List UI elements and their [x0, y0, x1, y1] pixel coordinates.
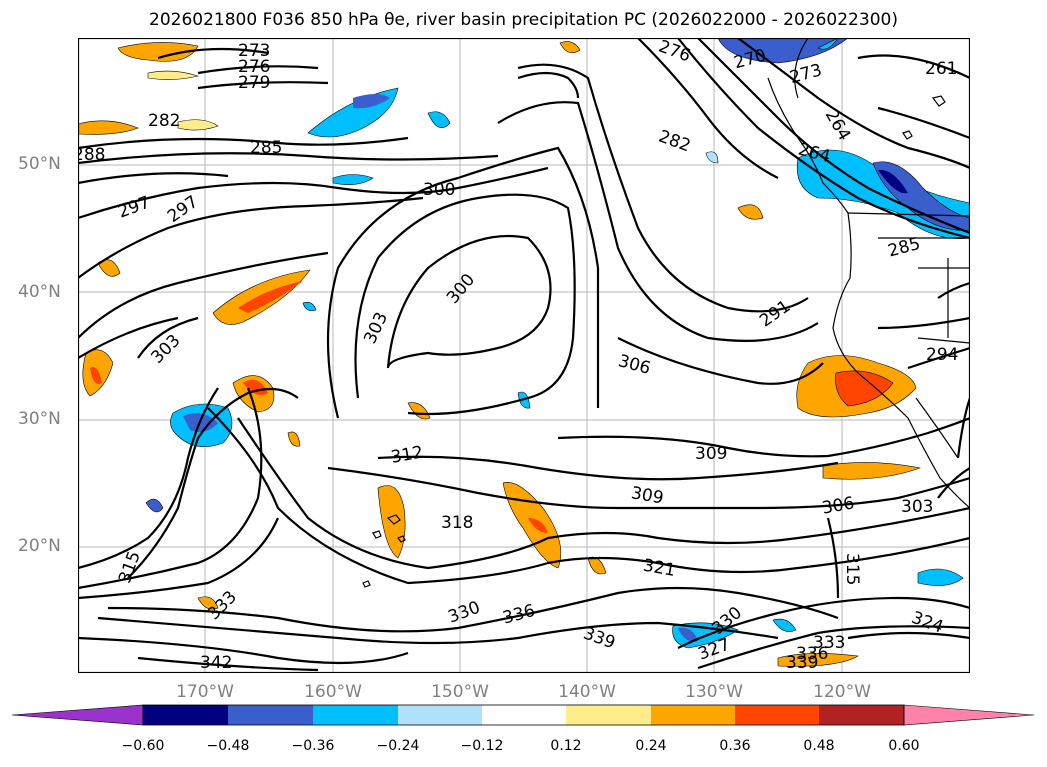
contour-label: 285 [250, 138, 282, 158]
contour-label: 273 [788, 60, 825, 88]
contour-label: 303 [147, 331, 184, 368]
contour-label: 300 [423, 180, 455, 200]
contour-label: 306 [616, 351, 653, 379]
colorbar-segment [482, 705, 566, 725]
theta-e-contours [78, 38, 970, 672]
colorbar-tick-label: 0.60 [888, 738, 920, 754]
colorbar-segment [143, 705, 228, 725]
contour-label: 303 [901, 497, 933, 517]
lat-label-30n: 30°N [18, 409, 61, 429]
map-title: 2026021800 F036 850 hPa θe, river basin … [149, 10, 898, 30]
colorbar-tick-label: 0.36 [719, 738, 751, 754]
colorbar-tick-label: −0.48 [206, 738, 250, 754]
colorbar-extend-low [11, 704, 144, 726]
coastlines [362, 38, 970, 588]
colorbar-segment [735, 705, 819, 725]
contour-label: 264 [821, 106, 855, 144]
colorbar-segment [651, 705, 735, 725]
contour-label: 273 [238, 41, 270, 61]
contour-label: 261 [925, 59, 957, 79]
colorbar-segment [398, 705, 482, 725]
contour-label: 300 [443, 270, 479, 308]
contour-label: 318 [441, 513, 473, 533]
colorbar-tick-label: 0.24 [635, 738, 667, 754]
colorbar-extend-high [903, 704, 1035, 726]
colorbar-tick-label: 0.48 [803, 738, 835, 754]
contour-label: 282 [148, 111, 180, 131]
contour-label: 282 [656, 127, 693, 157]
lon-label-140w: 140°W [558, 682, 616, 702]
lat-label-40n: 40°N [18, 282, 61, 302]
contour-label: 336 [501, 601, 538, 629]
contour-labels: 273 276 279 282 285 300 297 297 303 300 … [78, 38, 958, 673]
lon-label-120w: 120°W [813, 682, 871, 702]
colorbar-segment [313, 705, 398, 725]
colorbar-segment [566, 705, 651, 725]
contour-label: 315 [842, 553, 862, 585]
contour-label: 336 [796, 644, 828, 664]
colorbar-tick-label: 0.12 [550, 738, 582, 754]
lon-label-130w: 130°W [685, 682, 743, 702]
contour-label: 306 [821, 493, 856, 518]
contour-label: 303 [360, 309, 392, 347]
lon-label-160w: 160°W [304, 682, 362, 702]
contour-label: 309 [630, 483, 665, 508]
colorbar-segment [228, 705, 313, 725]
contour-label: 294 [926, 345, 958, 365]
lon-label-170w: 170°W [176, 682, 234, 702]
colorbar-tick-label: −0.60 [121, 738, 165, 754]
contour-label: 342 [200, 653, 232, 673]
contour-label: 321 [641, 556, 676, 581]
colorbar [11, 704, 1035, 726]
precip-shading-positive [78, 41, 922, 667]
lat-label-20n: 20°N [18, 536, 61, 556]
contour-label: 309 [695, 444, 727, 464]
contour-label: 339 [786, 653, 818, 673]
lon-label-150w: 150°W [431, 682, 489, 702]
colorbar-tick-label: −0.24 [376, 738, 420, 754]
contour-label: 288 [78, 145, 105, 165]
contour-label: 291 [756, 296, 794, 331]
contour-label: 312 [389, 442, 424, 467]
colorbar-tick-label: −0.36 [291, 738, 335, 754]
map-border [78, 38, 970, 673]
colorbar-tick-label: −0.12 [460, 738, 504, 754]
map-panel: 273 276 279 282 285 300 297 297 303 300 … [78, 38, 970, 673]
contour-label: 279 [238, 73, 270, 93]
contour-label: 297 [115, 193, 152, 223]
lat-label-50n: 50°N [18, 154, 61, 174]
contour-label: 339 [580, 623, 617, 653]
contour-label: 276 [238, 57, 270, 77]
contour-label: 333 [204, 587, 241, 624]
contour-label: 330 [445, 598, 482, 628]
contour-label: 297 [164, 192, 202, 227]
colorbar-segment [819, 705, 904, 725]
contour-label: 333 [813, 633, 845, 653]
